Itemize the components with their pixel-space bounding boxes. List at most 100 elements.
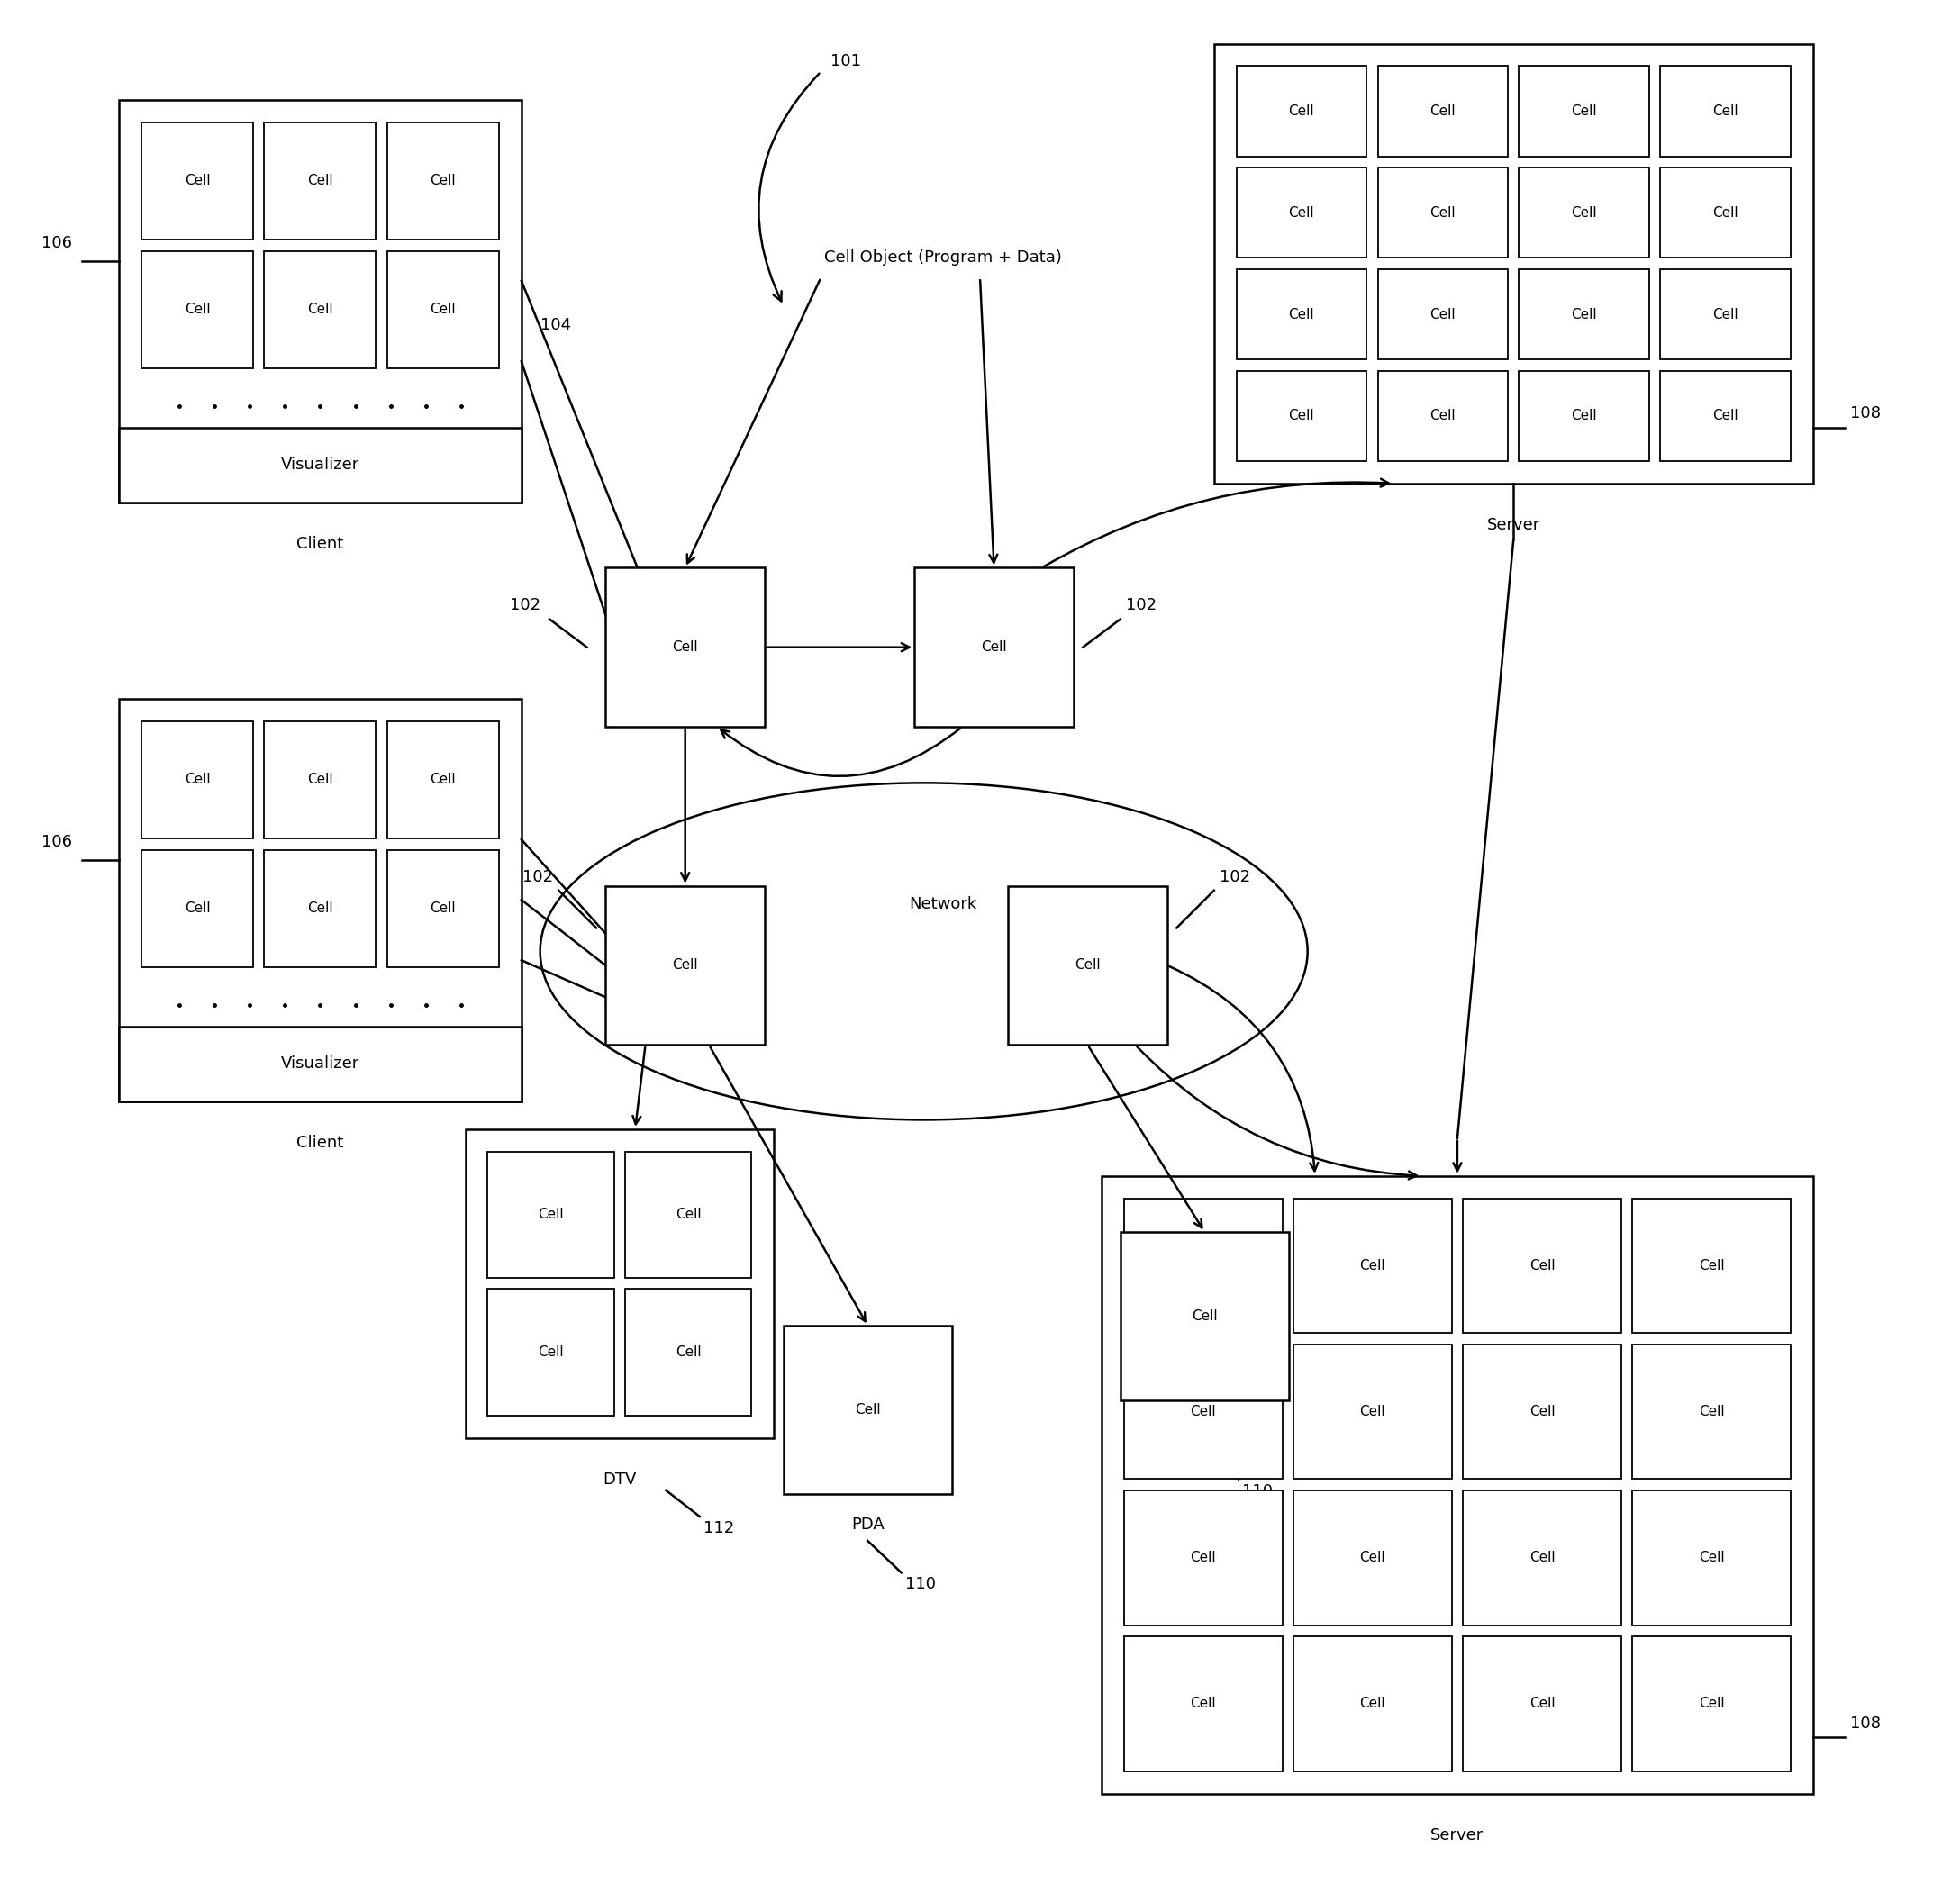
- Text: 106: 106: [41, 835, 73, 850]
- Text: 101: 101: [831, 53, 860, 70]
- FancyBboxPatch shape: [1125, 1490, 1282, 1626]
- Text: 102: 102: [1125, 597, 1156, 614]
- Text: Server: Server: [1431, 1827, 1484, 1843]
- FancyBboxPatch shape: [488, 1151, 613, 1277]
- FancyBboxPatch shape: [1125, 1345, 1282, 1479]
- FancyBboxPatch shape: [1121, 1232, 1290, 1400]
- Text: Cell: Cell: [184, 303, 210, 317]
- FancyBboxPatch shape: [388, 251, 500, 367]
- Text: Cell: Cell: [1431, 307, 1456, 320]
- FancyBboxPatch shape: [265, 251, 376, 367]
- Text: Cell: Cell: [1529, 1259, 1554, 1272]
- FancyBboxPatch shape: [1378, 371, 1507, 462]
- FancyBboxPatch shape: [1519, 371, 1648, 462]
- Text: 110: 110: [906, 1577, 935, 1592]
- FancyBboxPatch shape: [1462, 1637, 1621, 1771]
- Text: Client: Client: [296, 1134, 343, 1151]
- Text: Cell: Cell: [1713, 205, 1739, 220]
- Text: Cell: Cell: [1288, 205, 1315, 220]
- Text: Cell: Cell: [308, 902, 333, 916]
- Text: 108: 108: [1850, 405, 1882, 422]
- FancyBboxPatch shape: [625, 1289, 751, 1415]
- Text: Cell: Cell: [429, 902, 457, 916]
- Text: Cell: Cell: [308, 772, 333, 788]
- Text: Cell: Cell: [676, 1345, 702, 1358]
- Text: Cell: Cell: [672, 959, 698, 972]
- FancyBboxPatch shape: [1213, 43, 1813, 484]
- Text: Cell: Cell: [1190, 1259, 1215, 1272]
- Text: Cell: Cell: [184, 902, 210, 916]
- Text: Cell: Cell: [1572, 104, 1597, 119]
- Text: Cell: Cell: [1529, 1551, 1554, 1564]
- Text: Cell: Cell: [1699, 1551, 1725, 1564]
- Text: Visualizer: Visualizer: [280, 458, 359, 473]
- Text: 102: 102: [1219, 869, 1250, 885]
- Text: 102: 102: [510, 597, 541, 614]
- FancyBboxPatch shape: [141, 251, 253, 367]
- FancyBboxPatch shape: [1633, 1198, 1791, 1334]
- Text: 104: 104: [541, 317, 570, 333]
- Text: Cell: Cell: [1431, 409, 1456, 422]
- FancyBboxPatch shape: [1125, 1198, 1282, 1334]
- Text: Cell: Cell: [1288, 104, 1315, 119]
- Text: Cell: Cell: [1572, 307, 1597, 320]
- Text: Cell: Cell: [1713, 307, 1739, 320]
- Text: Cell: Cell: [429, 772, 457, 788]
- Text: Cell: Cell: [1529, 1405, 1554, 1419]
- FancyBboxPatch shape: [1519, 66, 1648, 156]
- Text: 108: 108: [1850, 1716, 1882, 1731]
- FancyBboxPatch shape: [1237, 371, 1366, 462]
- Text: DTV: DTV: [604, 1471, 637, 1488]
- Text: 112: 112: [704, 1520, 735, 1537]
- Text: Cell: Cell: [1699, 1259, 1725, 1272]
- Text: Cell: Cell: [1529, 1697, 1554, 1711]
- Text: Cell: Cell: [1288, 307, 1315, 320]
- FancyBboxPatch shape: [1378, 269, 1507, 360]
- FancyBboxPatch shape: [1378, 66, 1507, 156]
- FancyBboxPatch shape: [141, 122, 253, 239]
- Text: Cell: Cell: [184, 772, 210, 788]
- FancyBboxPatch shape: [1633, 1637, 1791, 1771]
- Text: Network: Network: [909, 897, 976, 912]
- FancyBboxPatch shape: [488, 1289, 613, 1415]
- FancyBboxPatch shape: [1125, 1637, 1282, 1771]
- FancyBboxPatch shape: [1237, 168, 1366, 258]
- Text: Cell: Cell: [1074, 959, 1100, 972]
- Text: Visualizer: Visualizer: [280, 1055, 359, 1072]
- FancyBboxPatch shape: [784, 1326, 953, 1494]
- Text: Cell: Cell: [982, 641, 1007, 654]
- FancyBboxPatch shape: [265, 122, 376, 239]
- Text: 102: 102: [523, 869, 553, 885]
- FancyBboxPatch shape: [120, 699, 521, 1100]
- FancyBboxPatch shape: [120, 428, 521, 503]
- FancyBboxPatch shape: [1633, 1490, 1791, 1626]
- FancyBboxPatch shape: [388, 122, 500, 239]
- Text: Cell: Cell: [1288, 409, 1315, 422]
- Text: 110: 110: [1243, 1483, 1272, 1500]
- Text: Cell: Cell: [1431, 104, 1456, 119]
- FancyBboxPatch shape: [1462, 1198, 1621, 1334]
- Text: 106: 106: [41, 236, 73, 251]
- FancyBboxPatch shape: [1660, 269, 1791, 360]
- Text: Cell: Cell: [537, 1345, 564, 1358]
- Text: Cell: Cell: [1360, 1697, 1386, 1711]
- FancyBboxPatch shape: [120, 100, 521, 503]
- FancyBboxPatch shape: [141, 722, 253, 838]
- Text: Cell: Cell: [1713, 104, 1739, 119]
- Text: PDA: PDA: [851, 1517, 884, 1534]
- FancyBboxPatch shape: [1519, 168, 1648, 258]
- Text: Cell: Cell: [672, 641, 698, 654]
- FancyBboxPatch shape: [265, 850, 376, 966]
- Text: Cell: Cell: [537, 1208, 564, 1221]
- Text: Cell: Cell: [676, 1208, 702, 1221]
- FancyBboxPatch shape: [1294, 1345, 1452, 1479]
- Ellipse shape: [541, 784, 1307, 1119]
- FancyBboxPatch shape: [1237, 66, 1366, 156]
- FancyBboxPatch shape: [265, 722, 376, 838]
- Text: Cell: Cell: [308, 303, 333, 317]
- Text: Cell: Cell: [1360, 1259, 1386, 1272]
- FancyBboxPatch shape: [388, 850, 500, 966]
- FancyBboxPatch shape: [141, 850, 253, 966]
- Text: Cell: Cell: [1699, 1697, 1725, 1711]
- FancyBboxPatch shape: [1660, 66, 1791, 156]
